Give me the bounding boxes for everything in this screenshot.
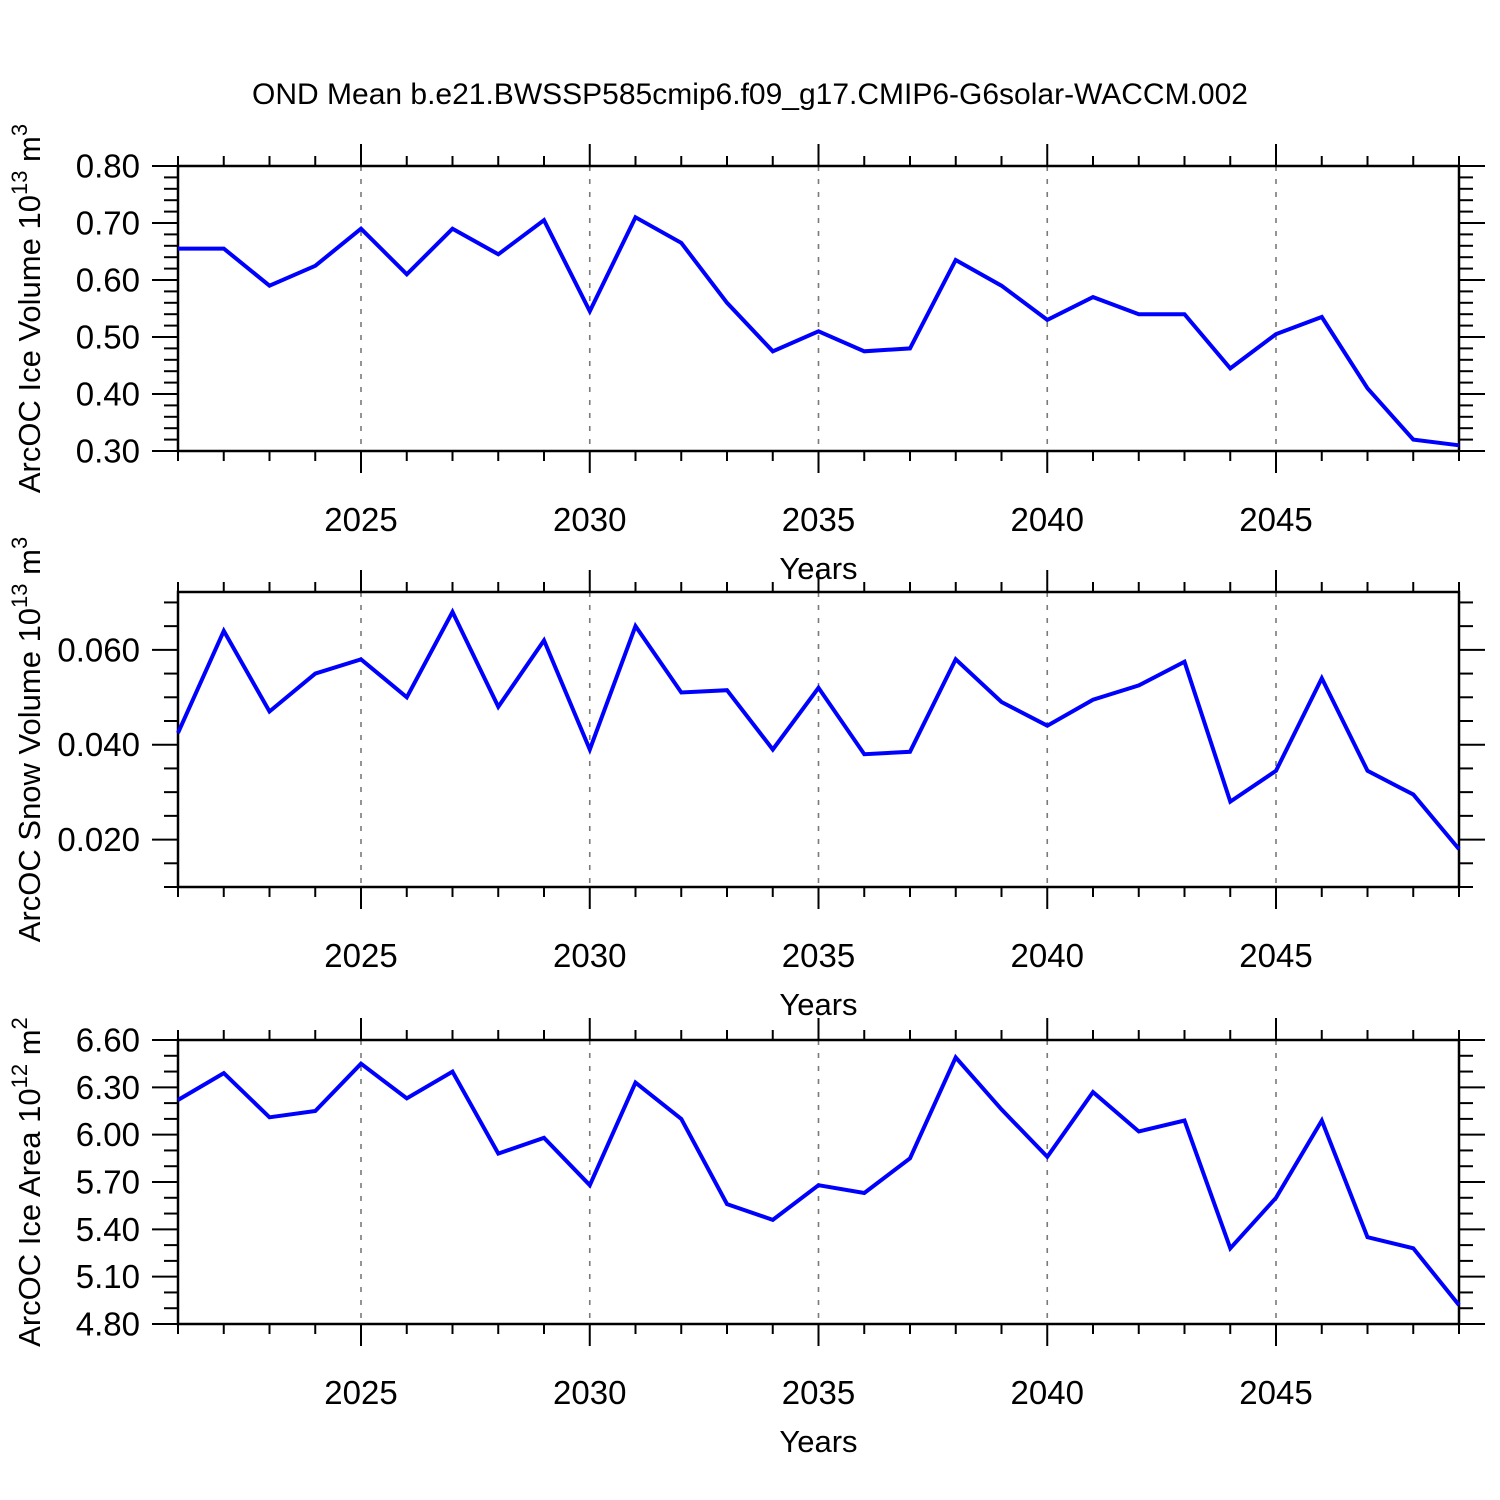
y-axis-title-sup: 3 <box>7 124 32 136</box>
x-tick-label: 2040 <box>1011 501 1084 538</box>
ice-volume-line <box>178 214 1460 448</box>
ice-area-panel: 4.80 5.10 5.40 5.70 6.00 6.30 6.60 2025 2030 2035… <box>7 1017 1485 1459</box>
ice-volume-panel: 0.30 0.40 0.50 0.60 0.70 0.80 2025 2030 2035 2040… <box>7 124 1485 586</box>
y-tick-label: 0.80 <box>76 148 140 185</box>
y-tick-label: 6.60 <box>76 1022 140 1059</box>
x-axis-title: Years <box>779 987 857 1022</box>
y-axis-title-text: m <box>12 136 47 170</box>
x-tick-label: 2035 <box>782 937 855 974</box>
x-tick-label: 2030 <box>553 937 626 974</box>
y-axis-title-text: ArcOC Snow Volume 10 <box>12 608 47 942</box>
x-tick-label: 2035 <box>782 1374 855 1411</box>
y-tick-label: 5.10 <box>76 1258 140 1295</box>
y-tick-label: 0.060 <box>57 631 140 668</box>
x-tick-label: 2035 <box>782 501 855 538</box>
y-tick-label: 4.80 <box>76 1306 140 1343</box>
x-tick-label: 2045 <box>1239 501 1312 538</box>
x-tick-label: 2025 <box>324 1374 397 1411</box>
y-tick-label: 0.040 <box>57 726 140 763</box>
y-axis-title-text: m <box>12 1029 47 1063</box>
x-tick-label: 2040 <box>1011 1374 1084 1411</box>
x-tick-label: 2025 <box>324 501 397 538</box>
y-axis-title-sup: 12 <box>7 1064 32 1088</box>
y-tick-label: 0.30 <box>76 433 140 470</box>
y-axis-title-text: m <box>12 549 47 583</box>
y-axis-title: ArcOC Snow Volume 1013 m3 <box>7 537 47 942</box>
y-tick-label: 0.70 <box>76 205 140 242</box>
x-tick-label: 2040 <box>1011 937 1084 974</box>
y-tick-label: 0.60 <box>76 262 140 299</box>
x-axis-title: Years <box>779 1424 857 1459</box>
y-tick-label: 6.00 <box>76 1116 140 1153</box>
y-tick-label: 0.40 <box>76 376 140 413</box>
y-axis-title-sup: 3 <box>7 537 32 549</box>
x-tick-label: 2030 <box>553 1374 626 1411</box>
chart-title: OND Mean b.e21.BWSSP585cmip6.f09_g17.CMI… <box>252 78 1248 111</box>
y-tick-label: 5.40 <box>76 1211 140 1248</box>
x-tick-label: 2030 <box>553 501 626 538</box>
ice-area-line <box>176 1053 1461 1307</box>
snow-volume-panel: 0.020 0.040 0.060 2025 2030 2035 2040 2045 Years… <box>7 537 1485 1022</box>
y-axis-title-sup: 2 <box>7 1017 32 1029</box>
y-axis-title-sup: 13 <box>7 583 32 607</box>
snow-volume-line <box>176 607 1461 851</box>
y-axis-title-text: ArcOC Ice Area 10 <box>12 1088 47 1346</box>
y-tick-label: 5.70 <box>76 1164 140 1201</box>
y-tick-label: 6.30 <box>76 1069 140 1106</box>
y-axis-title-text: ArcOC Ice Volume 10 <box>12 195 47 493</box>
x-tick-label: 2045 <box>1239 937 1312 974</box>
x-tick-label: 2025 <box>324 937 397 974</box>
x-tick-label: 2045 <box>1239 1374 1312 1411</box>
y-axis-title-sup: 13 <box>7 171 32 195</box>
y-tick-label: 0.020 <box>57 821 140 858</box>
y-axis-title: ArcOC Ice Volume 1013 m3 <box>7 124 47 493</box>
y-axis-title: ArcOC Ice Area 1012 m2 <box>7 1017 47 1347</box>
y-tick-label: 0.50 <box>76 319 140 356</box>
